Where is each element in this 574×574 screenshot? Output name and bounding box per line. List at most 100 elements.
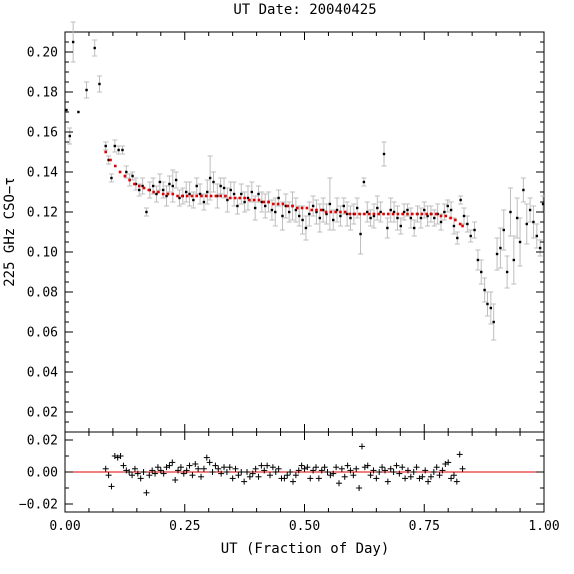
data-point xyxy=(192,198,195,202)
fit-curve-mark xyxy=(310,208,313,212)
main-panel-frame xyxy=(64,31,545,433)
y-tick-label: 0.12 xyxy=(27,206,58,221)
fit-curve-mark xyxy=(319,208,323,212)
main-error-bars xyxy=(67,21,546,341)
data-point xyxy=(85,88,88,92)
fit-curve-mark xyxy=(109,158,112,162)
data-point xyxy=(277,196,280,200)
data-point xyxy=(274,210,277,214)
fit-curve-mark xyxy=(382,212,385,216)
fit-curve-mark xyxy=(228,196,232,200)
data-point xyxy=(171,184,174,188)
data-point xyxy=(535,234,539,238)
data-point xyxy=(396,216,399,220)
x-tick-label: 0.00 xyxy=(49,519,80,534)
x-axis-label: UT (Fraction of Day) xyxy=(221,541,390,557)
fit-curve-mark xyxy=(324,210,328,214)
residual-points xyxy=(102,443,466,496)
residual-y-tick-label: −0.02 xyxy=(19,498,58,513)
fit-curve-mark xyxy=(243,196,246,200)
data-point xyxy=(476,258,480,262)
x-tick-label: 0.75 xyxy=(409,519,440,534)
fit-curve-mark xyxy=(339,210,342,214)
data-point xyxy=(151,184,155,188)
data-point xyxy=(446,204,449,208)
data-point xyxy=(525,222,528,226)
fit-curve-mark xyxy=(358,212,361,216)
data-point xyxy=(107,158,110,162)
data-point xyxy=(301,218,304,222)
fit-curve-mark xyxy=(166,192,170,196)
y-tick-label: 0.04 xyxy=(27,366,58,381)
data-point xyxy=(372,214,376,218)
fit-curve-mark xyxy=(461,224,464,228)
fit-curve-mark xyxy=(233,196,237,200)
fit-curve-mark xyxy=(458,222,462,226)
data-point xyxy=(419,216,423,220)
data-point xyxy=(219,184,222,188)
data-point xyxy=(386,226,389,230)
fit-curve-mark xyxy=(176,194,179,198)
fit-curve-mark xyxy=(444,214,448,218)
data-point xyxy=(208,176,212,180)
data-point xyxy=(240,192,243,196)
fit-curve-mark xyxy=(291,204,294,208)
fit-curve-mark xyxy=(205,194,208,198)
data-point xyxy=(68,134,71,138)
data-point xyxy=(174,178,178,182)
data-point xyxy=(345,212,349,216)
fit-curve-mark xyxy=(224,194,227,198)
fit-curve-mark xyxy=(367,212,371,216)
data-point xyxy=(145,210,148,214)
data-point xyxy=(502,228,505,232)
fit-curve-mark xyxy=(257,198,261,202)
fit-curve-mark xyxy=(147,188,151,192)
data-point xyxy=(412,226,416,230)
fit-curve-mark xyxy=(161,192,165,196)
x-axis-ticks: 0.00 0.25 0.50 0.75 1.00 xyxy=(49,32,560,534)
data-point xyxy=(198,192,202,196)
data-point xyxy=(342,204,345,208)
data-point xyxy=(480,270,483,274)
data-point xyxy=(528,208,532,212)
data-point xyxy=(294,208,298,212)
data-point xyxy=(93,46,96,50)
y-tick-label: 0.02 xyxy=(27,406,58,421)
data-point xyxy=(110,176,113,180)
data-point xyxy=(433,216,436,220)
fit-curve-mark xyxy=(329,210,333,214)
data-point xyxy=(158,180,162,184)
data-point xyxy=(222,186,226,190)
data-point xyxy=(489,306,493,310)
data-point xyxy=(131,174,134,178)
x-tick-label: 0.50 xyxy=(289,519,320,534)
data-point xyxy=(236,204,239,208)
data-point xyxy=(426,214,429,218)
y-tick-label: 0.20 xyxy=(27,46,58,61)
fit-curve-mark xyxy=(439,214,443,218)
data-point xyxy=(287,210,291,214)
data-point xyxy=(359,232,362,236)
fit-curve-mark xyxy=(128,178,131,182)
fit-curve-mark xyxy=(123,174,127,178)
data-point xyxy=(369,216,372,220)
fit-curve-mark xyxy=(377,212,381,216)
data-point xyxy=(449,208,453,212)
fit-curve-mark xyxy=(190,194,194,198)
data-point xyxy=(379,210,382,214)
data-point xyxy=(456,236,459,240)
data-point xyxy=(443,210,446,214)
data-point xyxy=(161,188,165,192)
fit-curve-mark xyxy=(248,198,251,202)
fit-curve-mark xyxy=(449,216,452,220)
data-point xyxy=(466,222,469,226)
data-point xyxy=(439,220,443,224)
data-point xyxy=(212,180,215,184)
data-point xyxy=(138,188,141,192)
data-point xyxy=(483,288,486,292)
data-point xyxy=(532,220,535,224)
data-point xyxy=(141,184,144,188)
data-point xyxy=(71,40,75,44)
fit-curve-mark xyxy=(157,190,160,194)
